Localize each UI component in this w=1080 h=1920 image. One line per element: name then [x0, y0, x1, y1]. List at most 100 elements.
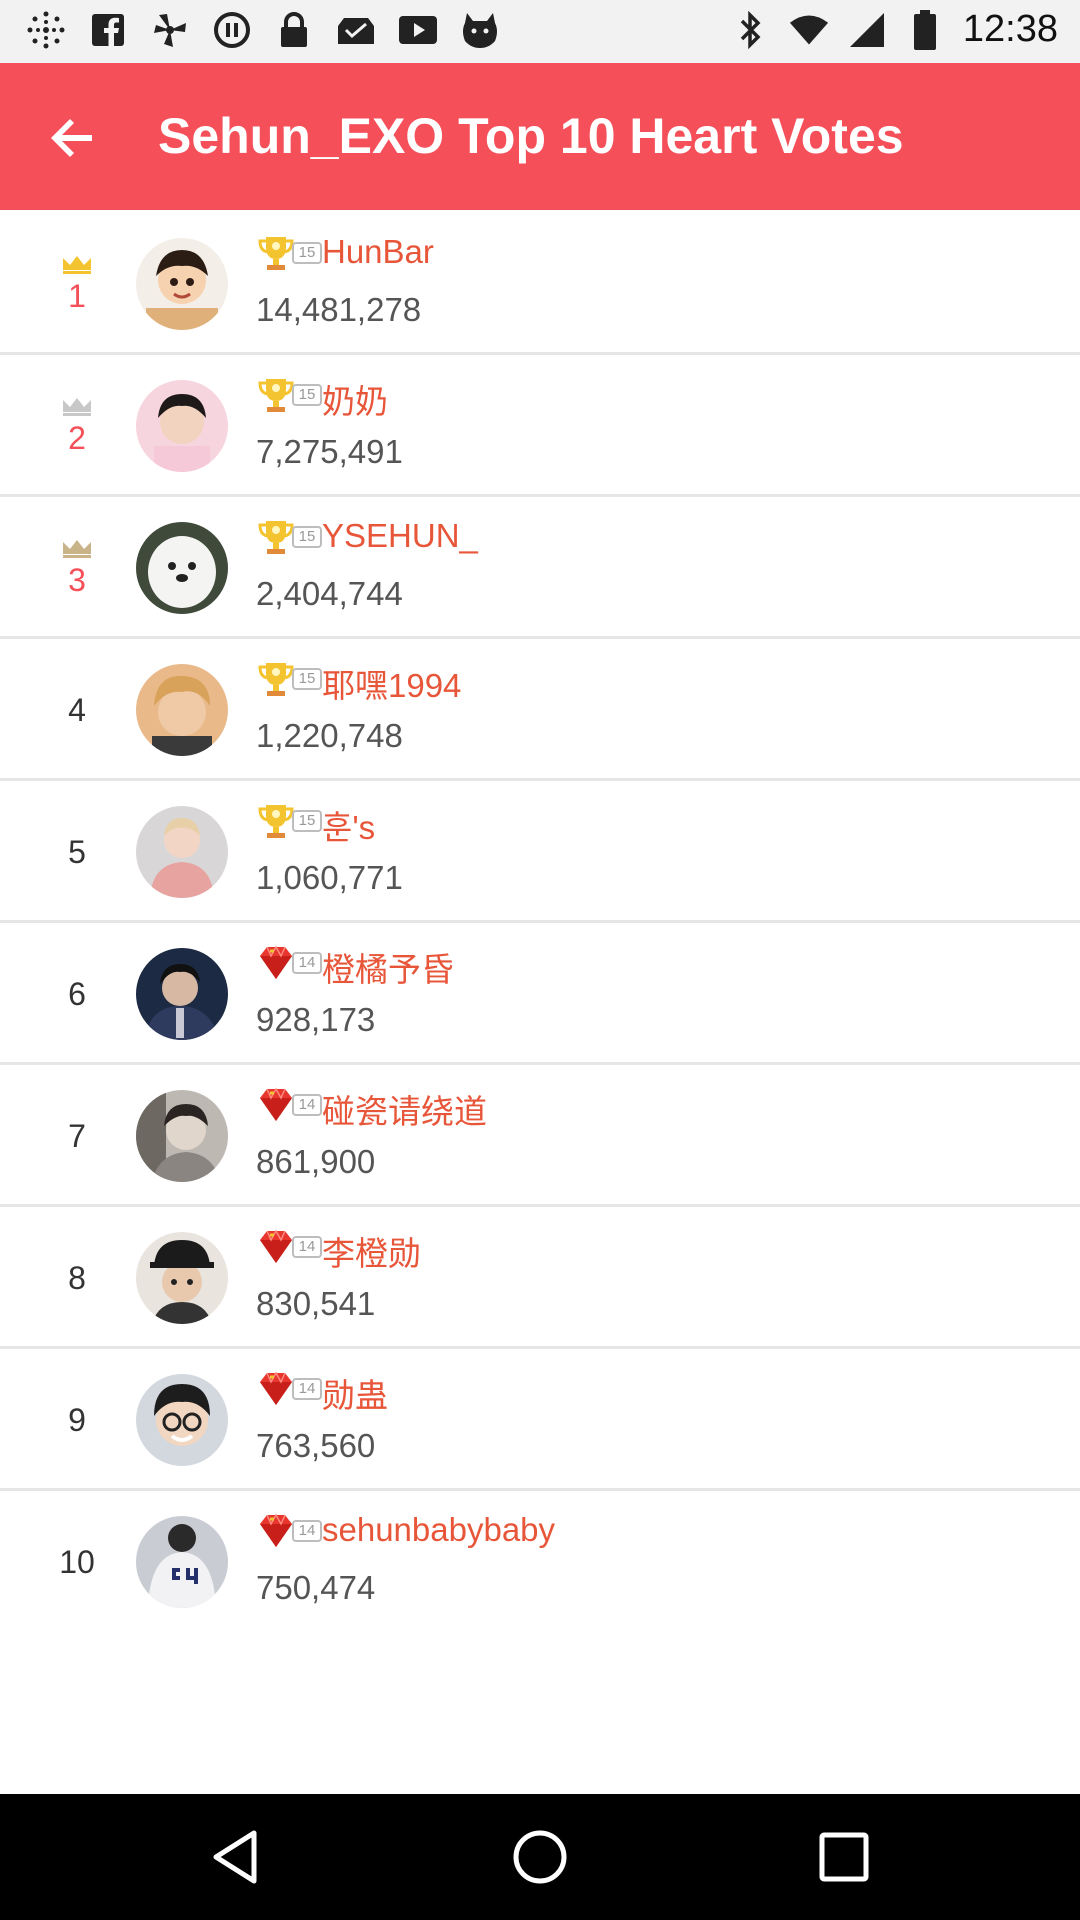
trophy-icon [258, 379, 294, 412]
list-item[interactable]: 1 15 HunBar 14,481,278 [0, 213, 1080, 355]
list-item[interactable]: 5 15 훈's 1,060,771 [0, 781, 1080, 923]
level-badge: 14 [256, 1227, 322, 1267]
nav-back-icon [213, 1830, 257, 1884]
level-number: 14 [292, 1520, 322, 1542]
battery-icon [905, 9, 945, 50]
back-button[interactable] [38, 103, 108, 173]
level-number: 15 [292, 668, 322, 690]
level-number: 14 [292, 1378, 322, 1400]
level-number: 15 [292, 242, 322, 264]
avatar[interactable] [136, 380, 228, 472]
username[interactable]: 훈's [322, 809, 376, 846]
list-item[interactable]: 9 14 勋蛊 763,560 [0, 1349, 1080, 1491]
level-number: 14 [292, 1094, 322, 1116]
list-item[interactable]: 6 14 橙橘予昏 928,173 [0, 923, 1080, 1065]
navigation-bar [0, 1794, 1080, 1920]
trophy-icon [258, 805, 294, 838]
gem-icon [260, 1371, 292, 1405]
username[interactable]: 勋蛊 [322, 1377, 388, 1414]
list-item[interactable]: 7 14 碰瓷请绕道 861,900 [0, 1065, 1080, 1207]
vote-count: 1,060,771 [256, 859, 403, 896]
level-badge: 15 [256, 233, 322, 273]
username[interactable]: 李橙勋 [322, 1235, 421, 1272]
trophy-icon [258, 521, 294, 554]
list-item[interactable]: 3 15 YSEHUN_ 2,404,744 [0, 497, 1080, 639]
level-badge: 14 [256, 1085, 322, 1125]
inbox-icon [336, 10, 376, 50]
gem-icon [260, 945, 292, 979]
username[interactable]: HunBar [322, 233, 434, 270]
app-bar: Sehun_EXO Top 10 Heart Votes [0, 63, 1080, 210]
level-badge: 15 [256, 801, 322, 841]
gold-crown-icon [63, 255, 91, 274]
signal-icon [847, 10, 887, 50]
username[interactable]: 碰瓷请绕道 [322, 1093, 487, 1130]
rank-number: 10 [59, 1543, 95, 1580]
rank-number: 7 [68, 1117, 86, 1154]
trophy-icon [258, 663, 294, 696]
rank-number: 9 [68, 1401, 86, 1438]
level-number: 14 [292, 952, 322, 974]
level-badge: 15 [256, 375, 322, 415]
vote-count: 830,541 [256, 1285, 376, 1322]
level-badge: 15 [256, 659, 322, 699]
game-icon [460, 10, 500, 50]
silver-crown-icon [63, 397, 91, 416]
avatar[interactable] [136, 1232, 228, 1324]
username[interactable]: 奶奶 [322, 383, 388, 420]
vote-count: 928,173 [256, 1001, 376, 1038]
status-time: 12:38 [962, 8, 1058, 50]
nav-recents-button[interactable] [814, 1827, 874, 1887]
avatar[interactable] [136, 1090, 228, 1182]
page-title: Sehun_EXO Top 10 Heart Votes [158, 108, 904, 164]
vote-count: 750,474 [256, 1569, 376, 1606]
back-arrow-icon [51, 119, 92, 157]
avatar[interactable] [136, 948, 228, 1040]
system-status: 12:38 [731, 8, 1058, 51]
bronze-crown-icon [63, 539, 91, 558]
avatar[interactable] [136, 806, 228, 898]
avatar[interactable] [136, 1516, 228, 1608]
lock-icon [274, 10, 314, 50]
gem-icon [260, 1513, 292, 1547]
level-badge: 14 [256, 1511, 322, 1551]
avatar[interactable] [136, 1374, 228, 1466]
list-item[interactable]: 8 14 李橙勋 830,541 [0, 1207, 1080, 1349]
bluetooth-icon [731, 10, 771, 50]
vote-count: 7,275,491 [256, 433, 403, 470]
username[interactable]: 耶嘿1994 [322, 667, 462, 704]
fan-icon [150, 10, 190, 50]
gem-icon [260, 1087, 292, 1121]
vote-count: 14,481,278 [256, 291, 422, 328]
rank-number: 3 [68, 561, 86, 598]
list-item[interactable]: 4 15 耶嘿1994 1,220,748 [0, 639, 1080, 781]
nav-home-icon [513, 1830, 567, 1884]
username[interactable]: sehunbabybaby [322, 1511, 556, 1548]
avatar[interactable] [136, 238, 228, 330]
nav-home-button[interactable] [510, 1827, 570, 1887]
avatar[interactable] [136, 664, 228, 756]
vote-count: 763,560 [256, 1427, 376, 1464]
rank-number: 8 [68, 1259, 86, 1296]
rank-number: 1 [68, 277, 86, 314]
list-item[interactable]: 10 14 sehunbabybaby 750,474 [0, 1491, 1080, 1633]
nav-recents-icon [819, 1832, 869, 1882]
username[interactable]: YSEHUN_ [322, 517, 478, 554]
level-badge: 14 [256, 943, 322, 983]
username[interactable]: 橙橘予昏 [322, 951, 454, 988]
nav-back-button[interactable] [206, 1827, 266, 1887]
level-badge: 14 [256, 1369, 322, 1409]
gem-icon [260, 1229, 292, 1263]
rank-number: 5 [68, 833, 86, 870]
avatar[interactable] [136, 522, 228, 614]
level-number: 15 [292, 384, 322, 406]
vote-count: 861,900 [256, 1143, 376, 1180]
level-number: 14 [292, 1236, 322, 1258]
trophy-icon [258, 237, 294, 270]
play-icon [398, 10, 438, 50]
list-item[interactable]: 2 15 奶奶 7,275,491 [0, 355, 1080, 497]
pause-icon [212, 10, 252, 50]
vote-count: 1,220,748 [256, 717, 403, 754]
rank-number: 2 [68, 419, 86, 456]
facebook-icon [88, 10, 128, 50]
